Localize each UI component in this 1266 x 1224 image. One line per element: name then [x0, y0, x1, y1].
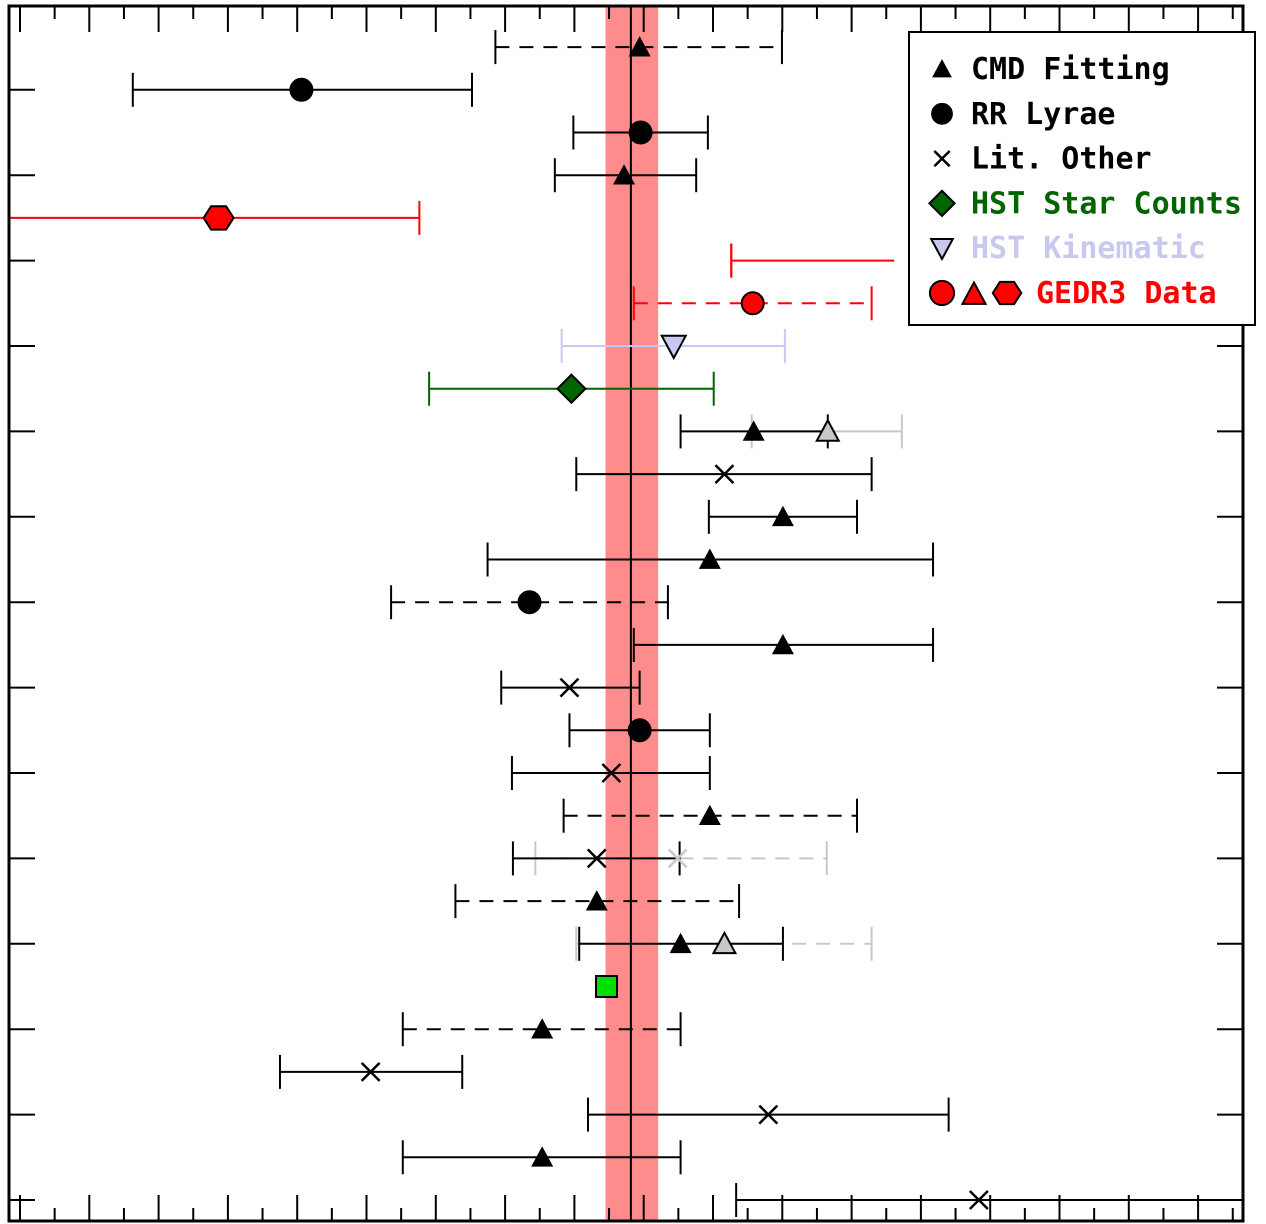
- data-point-hexagon: [202, 205, 235, 231]
- data-point-triangle: [742, 420, 765, 441]
- data-point-triangle: [771, 633, 794, 655]
- data-point-cross: [968, 1190, 989, 1210]
- legend-item: HST Kinematic: [929, 231, 1206, 266]
- data-point-triangle: [711, 930, 738, 955]
- legend-box: [908, 31, 1256, 326]
- data-point-triangle: [531, 1018, 554, 1039]
- data-point-diamond: [556, 373, 587, 405]
- data-point-triangle: [815, 418, 841, 442]
- data-point-circle: [628, 120, 653, 145]
- data-point-circle: [517, 590, 542, 615]
- data-point-cross: [758, 1104, 779, 1125]
- legend-item: HST Star Counts: [927, 186, 1242, 221]
- plot-frame: [7, 4, 1245, 1223]
- data-point-cross: [360, 1062, 381, 1082]
- data-point-triangle: [531, 1146, 554, 1167]
- legend-item: Lit. Other: [933, 142, 1152, 177]
- data-point-cross: [601, 763, 622, 783]
- legend-label: HST Star Counts: [971, 186, 1242, 221]
- data-point-triangle: [585, 890, 608, 911]
- legend-item: CMD Fitting: [932, 52, 1170, 87]
- legend-circle-icon: [931, 102, 953, 125]
- legend-triangle-icon: [932, 59, 952, 78]
- data-point-triangle: [628, 36, 651, 57]
- axes-frame: [7, 4, 1245, 1223]
- reference-band-layer: [605, 6, 659, 1221]
- error-bar: [454, 884, 741, 919]
- error-bar: [730, 243, 895, 278]
- data-point-square: [595, 975, 619, 998]
- data-point-circle: [740, 291, 765, 316]
- legend-item: RR Lyrae: [931, 97, 1116, 132]
- legend-item: GEDR3 Data: [928, 276, 1217, 311]
- data-point-circle: [289, 77, 314, 102]
- error-bar: [494, 30, 783, 65]
- legend-label: GEDR3 Data: [1036, 276, 1217, 311]
- legend-cross-icon: [933, 150, 951, 168]
- legend-hexagon-icon: [991, 280, 1023, 306]
- data-point-cross: [714, 464, 735, 484]
- error-bar: [632, 286, 873, 321]
- data-point-triangle: [669, 932, 692, 954]
- legend-diamond-icon: [927, 189, 957, 218]
- data-point-cross: [586, 848, 607, 869]
- legend-label: CMD Fitting: [971, 52, 1170, 87]
- legend-triangle-icon: [960, 280, 988, 305]
- data-point-circle: [627, 718, 652, 743]
- legend-triangle-down-icon: [929, 238, 955, 262]
- legend-label: HST Kinematic: [971, 231, 1206, 266]
- error-bar: [390, 585, 669, 620]
- legend-circle-icon: [928, 279, 956, 307]
- legend-label: RR Lyrae: [971, 97, 1116, 132]
- data-point-triangle: [771, 505, 794, 527]
- data-point-triangle: [698, 804, 721, 826]
- data-point-triangle: [613, 164, 636, 185]
- legend: CMD Fitting RR Lyrae Lit. Other HST Star Co…: [908, 31, 1256, 326]
- error-bar: [401, 1012, 682, 1047]
- data-point-triangle-down: [660, 334, 688, 361]
- markers-layer: [202, 36, 989, 1210]
- legend-label: Lit. Other: [971, 142, 1152, 177]
- data-point-cross: [559, 677, 580, 698]
- data-point-cross: [667, 848, 688, 869]
- data-point-triangle: [698, 548, 721, 569]
